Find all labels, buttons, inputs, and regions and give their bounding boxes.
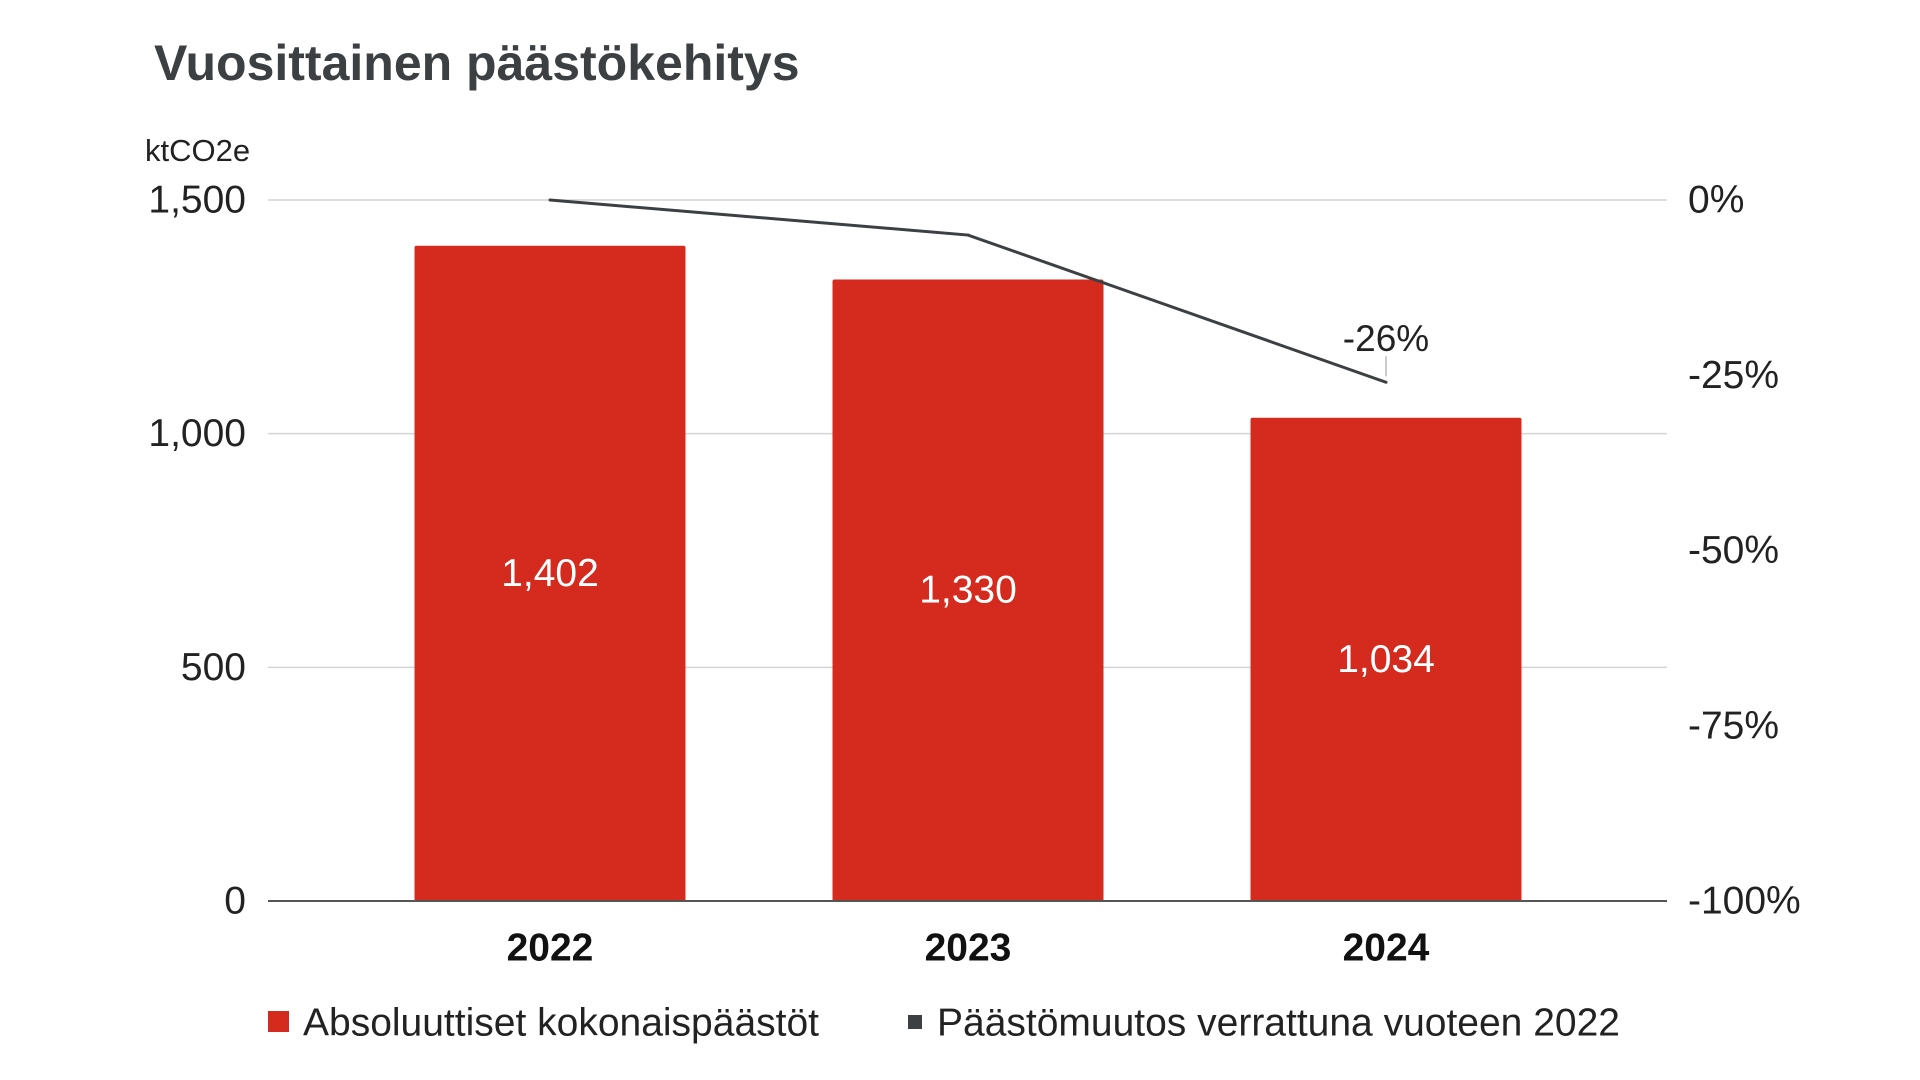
legend-swatch-line bbox=[908, 1015, 922, 1029]
right-tick-label: -50% bbox=[1688, 529, 1779, 572]
right-tick-label: -100% bbox=[1688, 880, 1801, 923]
right-tick-label: -75% bbox=[1688, 704, 1779, 747]
legend-swatch-bars bbox=[268, 1011, 289, 1032]
left-axis: 1,500 1,000 500 0 bbox=[148, 179, 246, 923]
bar bbox=[1250, 417, 1522, 901]
legend: Absoluuttiset kokonaispäästöt Päästömuut… bbox=[268, 1002, 1620, 1045]
left-tick-label: 500 bbox=[181, 646, 246, 689]
bar bbox=[414, 245, 686, 902]
left-tick-label: 0 bbox=[224, 880, 246, 923]
bar bbox=[832, 279, 1104, 901]
bar-value-label: 1,330 bbox=[919, 569, 1017, 612]
y-axis-unit-label: ktCO2e bbox=[145, 133, 250, 168]
line-point bbox=[548, 198, 552, 202]
right-tick-label: 0% bbox=[1688, 179, 1744, 222]
x-tick-label: 2022 bbox=[507, 927, 594, 970]
legend-label-line: Päästömuutos verrattuna vuoteen 2022 bbox=[937, 1002, 1620, 1045]
chart-title: Vuosittainen päästökehitys bbox=[154, 35, 800, 91]
line-point bbox=[1384, 380, 1388, 384]
right-axis: 0% -25% -50% -75% -100% bbox=[1688, 179, 1801, 923]
line-point-label: -26% bbox=[1343, 318, 1429, 359]
bar-series: 1,402 1,330 1,034 bbox=[414, 245, 1522, 902]
left-tick-label: 1,000 bbox=[148, 412, 246, 455]
right-tick-label: -25% bbox=[1688, 354, 1779, 397]
x-axis: 2022 2023 2024 bbox=[268, 900, 1667, 970]
x-tick-label: 2024 bbox=[1343, 927, 1430, 970]
bar-value-label: 1,034 bbox=[1337, 638, 1435, 681]
left-tick-label: 1,500 bbox=[148, 179, 246, 222]
legend-label-bars: Absoluuttiset kokonaispäästöt bbox=[303, 1002, 819, 1045]
bar-value-label: 1,402 bbox=[501, 552, 599, 595]
line-series: -26% bbox=[548, 198, 1429, 384]
x-tick-label: 2023 bbox=[925, 927, 1012, 970]
line-point bbox=[966, 233, 970, 237]
